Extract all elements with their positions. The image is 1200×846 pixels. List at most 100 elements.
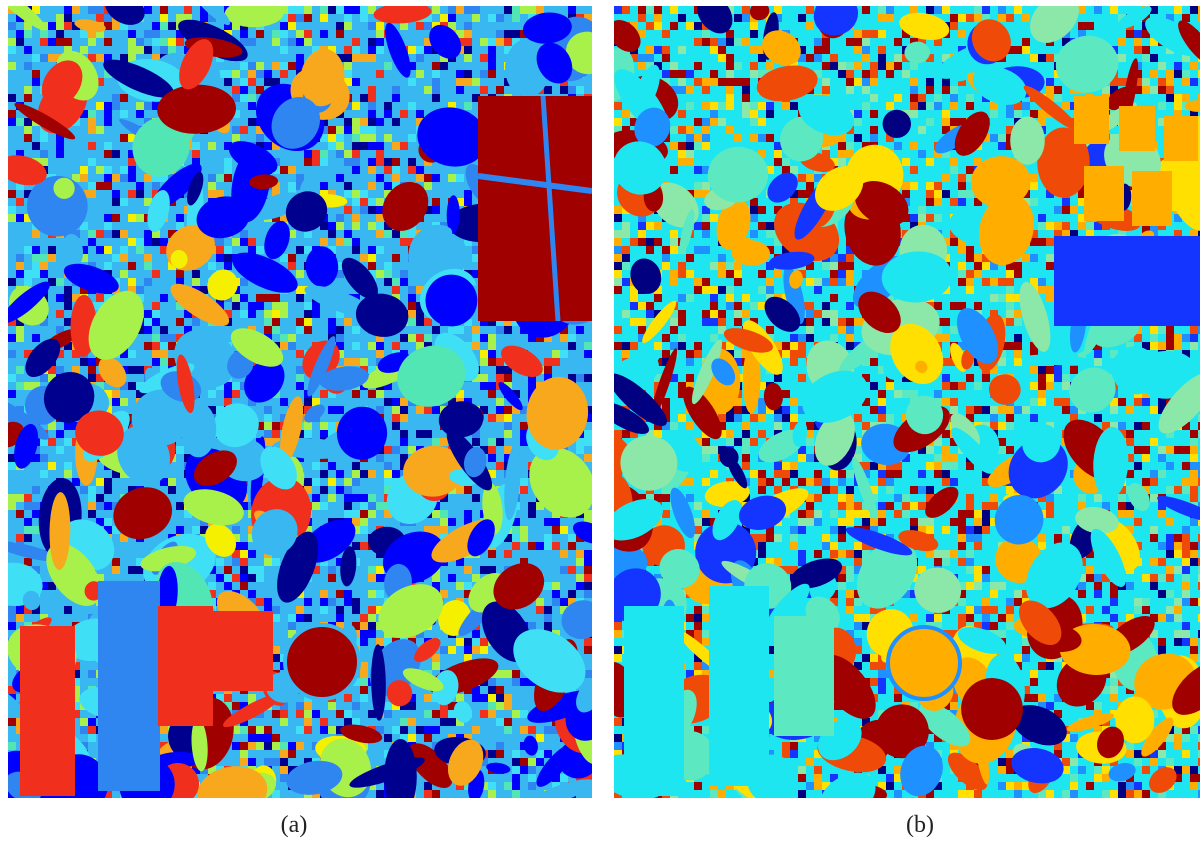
texture-cell (344, 190, 352, 198)
texture-cell (104, 502, 112, 510)
texture-cell (64, 294, 72, 302)
texture-cell (384, 110, 392, 118)
texture-cell (48, 30, 56, 38)
texture-cell (504, 6, 512, 14)
texture-cell (96, 14, 104, 22)
texture-cell (192, 270, 200, 278)
texture-cell (464, 102, 472, 110)
texture-cell (248, 70, 256, 78)
region-blob (385, 22, 411, 78)
texture-cell (352, 102, 360, 110)
texture-cell (336, 470, 344, 478)
texture-cell (224, 310, 232, 318)
texture-cell (104, 118, 112, 126)
texture-cell (168, 350, 176, 358)
texture-cell (264, 742, 272, 750)
texture-cell (168, 262, 176, 270)
texture-cell (496, 702, 504, 710)
texture-cell (392, 462, 400, 470)
road-a1 (477, 173, 592, 194)
texture-cell (232, 726, 240, 734)
texture-cell (128, 358, 136, 366)
texture-cell (208, 14, 216, 22)
texture-cell (120, 350, 128, 358)
texture-cell (886, 70, 894, 78)
texture-cell (56, 294, 64, 302)
texture-cell (448, 646, 456, 654)
texture-cell (272, 654, 280, 662)
texture-cell (136, 366, 144, 374)
texture-cell (862, 102, 870, 110)
texture-cell (8, 390, 16, 398)
texture-cell (376, 142, 384, 150)
texture-cell (248, 590, 256, 598)
texture-cell (248, 742, 256, 750)
texture-cell (552, 358, 560, 366)
texture-cell (16, 118, 24, 126)
texture-cell (576, 438, 584, 446)
texture-cell (136, 558, 144, 566)
texture-cell (232, 294, 240, 302)
texture-cell (280, 14, 288, 22)
texture-cell (1166, 94, 1174, 102)
texture-cell (88, 494, 96, 502)
texture-cell (352, 390, 360, 398)
texture-cell (256, 726, 264, 734)
texture-cell (88, 38, 96, 46)
texture-cell (152, 262, 160, 270)
texture-cell (200, 766, 208, 774)
texture-cell (160, 38, 168, 46)
texture-cell (208, 262, 216, 270)
texture-cell (104, 526, 112, 534)
texture-cell (774, 6, 782, 14)
texture-cell (96, 126, 104, 134)
texture-cell (96, 174, 104, 182)
texture-cell (1142, 30, 1150, 38)
texture-cell (958, 78, 966, 86)
texture-cell (24, 118, 32, 126)
region-blob (183, 489, 244, 526)
texture-cell (56, 462, 64, 470)
texture-cell (40, 158, 48, 166)
texture-cell (264, 142, 272, 150)
texture-cell (344, 150, 352, 158)
texture-cell (336, 606, 344, 614)
texture-cell (678, 54, 686, 62)
texture-cell (32, 606, 40, 614)
texture-cell (878, 54, 886, 62)
texture-cell (544, 542, 552, 550)
texture-cell (368, 790, 376, 798)
texture-cell (464, 734, 472, 742)
texture-cell (104, 222, 112, 230)
texture-cell (352, 510, 360, 518)
texture-cell (8, 398, 16, 406)
texture-cell (894, 62, 902, 70)
texture-cell (798, 30, 806, 38)
texture-cell (520, 414, 528, 422)
texture-cell (352, 198, 360, 206)
texture-cell (742, 102, 750, 110)
texture-cell (80, 254, 88, 262)
texture-cell (456, 70, 464, 78)
texture-cell (854, 38, 862, 46)
texture-cell (376, 38, 384, 46)
texture-cell (504, 550, 512, 558)
texture-cell (16, 318, 24, 326)
texture-cell (926, 6, 934, 14)
region-blob (170, 283, 230, 327)
texture-cell (152, 366, 160, 374)
region-blob (88, 290, 144, 360)
texture-cell (368, 390, 376, 398)
texture-cell (152, 54, 160, 62)
texture-cell (384, 278, 392, 286)
texture-cell (456, 718, 464, 726)
texture-cell (584, 550, 592, 558)
texture-cell (384, 270, 392, 278)
texture-cell (392, 142, 400, 150)
texture-cell (16, 374, 24, 382)
texture-cell (248, 38, 256, 46)
texture-cell (512, 710, 520, 718)
texture-cell (496, 326, 504, 334)
texture-cell (1022, 62, 1030, 70)
texture-cell (958, 14, 966, 22)
